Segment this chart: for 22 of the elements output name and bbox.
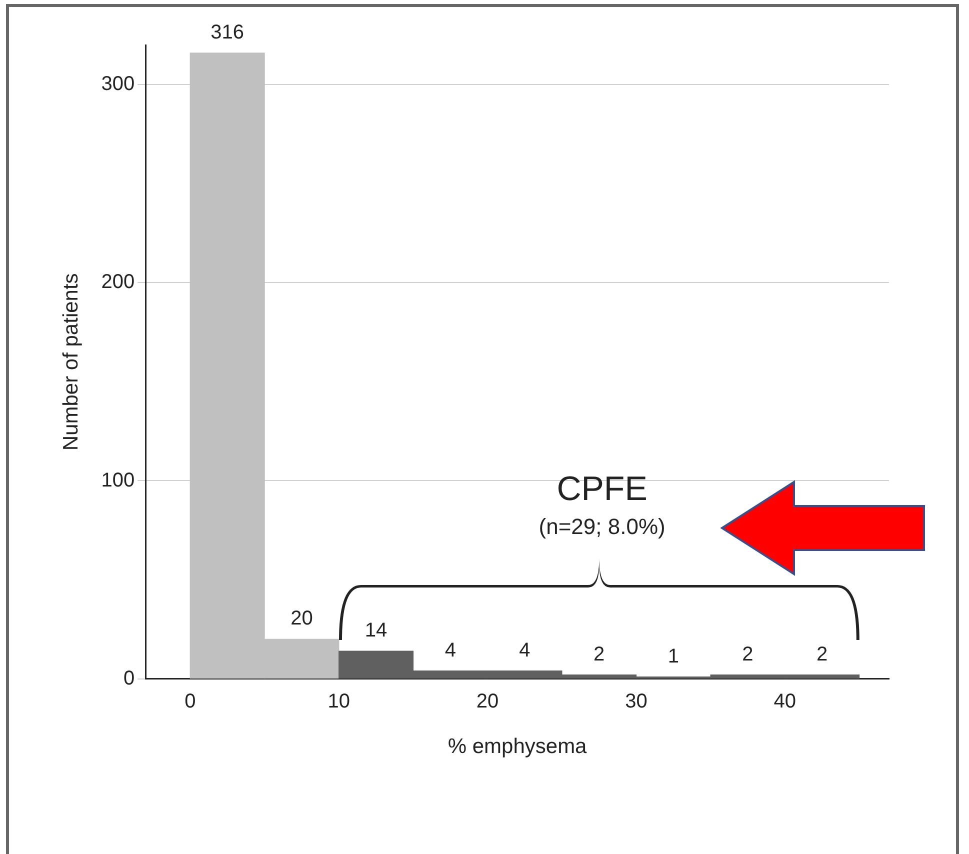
data-label: 1 [668, 645, 679, 668]
data-label: 2 [742, 643, 754, 666]
x-tick-label: 10 [328, 690, 350, 712]
x-tick-label: 20 [476, 690, 499, 712]
data-label: 316 [210, 21, 244, 44]
data-label: 20 [290, 608, 313, 630]
x-tick-label: 30 [625, 690, 648, 712]
y-tick-label: 200 [101, 271, 135, 294]
data-label: 2 [816, 643, 828, 666]
data-label: 4 [444, 639, 456, 662]
y-axis-title: Number of patients [59, 273, 82, 451]
data-label: 14 [364, 620, 388, 642]
data-label: 2 [594, 643, 605, 666]
annotation: CPFE [556, 470, 648, 509]
y-tick-label: 0 [123, 667, 135, 690]
data-label: 4 [519, 639, 530, 662]
x-axis-title: % emphysema [448, 735, 588, 758]
y-tick-label: 300 [101, 73, 135, 96]
y-tick-label: 100 [101, 469, 135, 492]
annotation: (n=29; 8.0%) [538, 514, 666, 540]
x-tick-label: 0 [184, 690, 196, 712]
x-tick-label: 40 [774, 690, 796, 712]
